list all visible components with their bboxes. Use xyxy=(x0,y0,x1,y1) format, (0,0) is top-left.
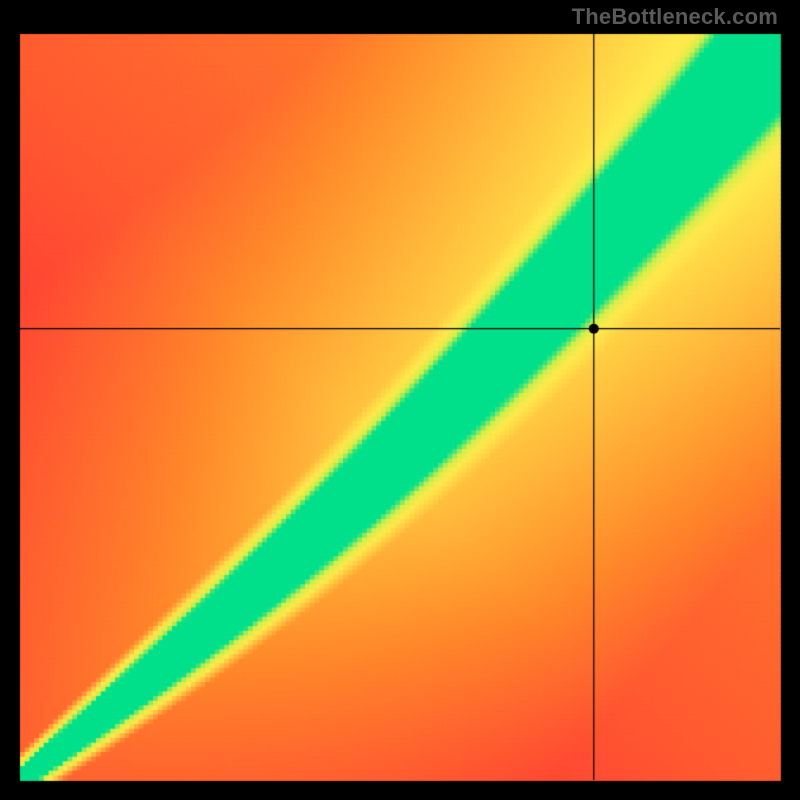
bottleneck-heatmap-canvas xyxy=(0,0,800,800)
chart-container: TheBottleneck.com xyxy=(0,0,800,800)
watermark-text: TheBottleneck.com xyxy=(572,4,778,30)
